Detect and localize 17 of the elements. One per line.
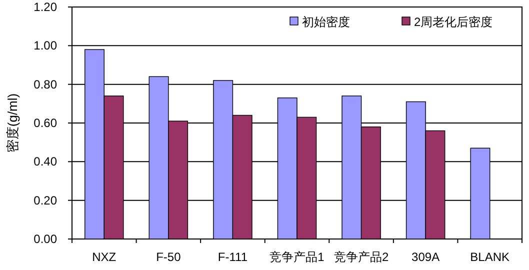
x-tick-label: BLANK — [470, 250, 510, 264]
y-tick-label: 1.00 — [34, 38, 58, 53]
y-tick-label: 0.20 — [34, 193, 58, 208]
y-tick-label: 0.80 — [34, 77, 58, 92]
x-tick-label: F-50 — [156, 250, 182, 264]
x-tick-label: 竞争产品1 — [270, 250, 325, 264]
y-axis-title: 密度(g/ml) — [5, 93, 20, 153]
x-tick-label: 309A — [412, 250, 440, 264]
x-tick-label: F-111 — [218, 250, 248, 264]
legend-label: 2周老化后密度 — [414, 15, 493, 29]
y-tick-label: 1.20 — [34, 0, 58, 14]
legend-label: 初始密度 — [302, 15, 350, 29]
y-tick-label: 0.60 — [34, 116, 58, 130]
y-tick-label: 0.40 — [34, 154, 58, 169]
x-tick-label: 竞争产品2 — [334, 250, 389, 264]
x-tick-label: NXZ — [92, 250, 116, 264]
y-tick-label: 0.00 — [34, 232, 58, 246]
